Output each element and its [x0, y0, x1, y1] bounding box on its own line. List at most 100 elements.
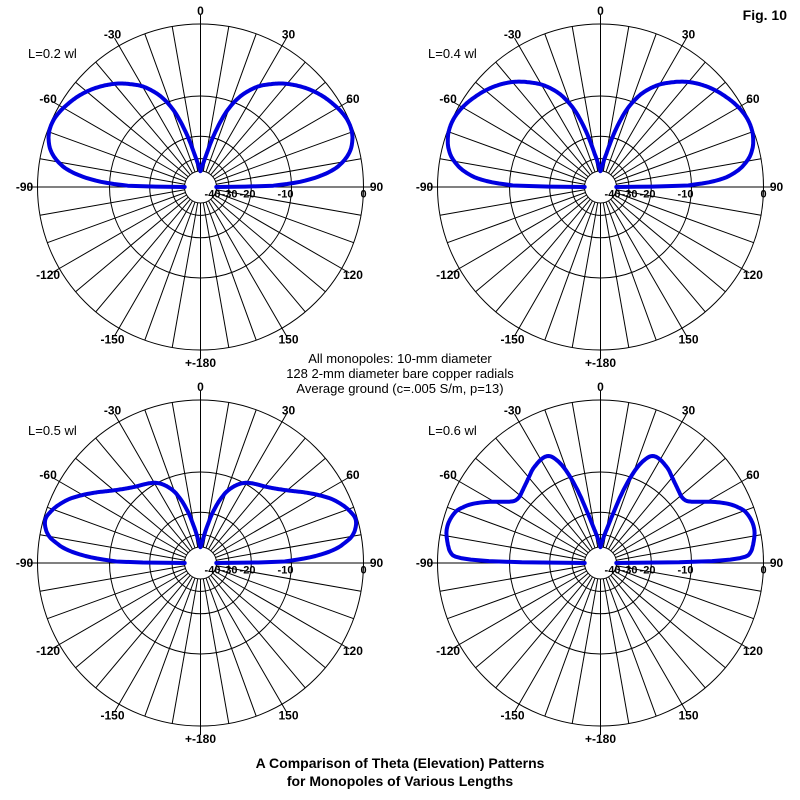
radial-gridline: [215, 192, 354, 244]
polar-plot-3: -40 -30 -20 -10 00306090120150+-180-150-120-…: [416, 380, 784, 746]
radial-gridline: [610, 198, 706, 313]
radial-gridline: [171, 202, 199, 348]
angle-tick-label: -60: [39, 468, 57, 482]
radial-gridline: [114, 576, 193, 713]
radial-gridline: [615, 130, 754, 182]
radial-gridline: [47, 506, 186, 558]
radial-gridline: [205, 409, 257, 549]
radial-gridline: [205, 201, 257, 341]
radial-gridline: [615, 568, 754, 620]
db-tick-label: -30: [222, 189, 238, 201]
radial-gridline: [605, 577, 657, 717]
radial-gridline: [208, 37, 287, 174]
angle-tick-label: -90: [416, 180, 434, 194]
angle-tick-label: -90: [16, 180, 34, 194]
conditions-line-2: 128 2-mm diameter bare copper radials: [286, 366, 514, 382]
radial-gridline: [544, 201, 596, 341]
angle-tick-label: 60: [746, 468, 760, 482]
radial-gridline: [514, 413, 593, 550]
angle-tick-label: -150: [100, 332, 124, 346]
radial-gridline: [39, 534, 185, 561]
radial-gridline: [75, 81, 189, 178]
angle-tick-label: +-180: [585, 732, 616, 746]
radial-gridline: [612, 457, 726, 554]
db-tick-label: -30: [622, 565, 638, 577]
angle-tick-label: 150: [678, 708, 698, 722]
radial-gridline: [208, 576, 287, 713]
radial-gridline: [214, 476, 350, 556]
radial-gridline: [210, 198, 306, 313]
angle-tick-label: 30: [282, 404, 296, 418]
angle-tick-label: 60: [346, 92, 360, 106]
radial-gridline: [616, 189, 762, 216]
radial-gridline: [210, 61, 306, 176]
radial-gridline: [608, 37, 687, 174]
radial-gridline: [614, 570, 750, 650]
radial-gridline: [514, 200, 593, 337]
radial-gridline: [144, 201, 196, 341]
radial-gridline: [447, 506, 586, 558]
angle-tick-label: 0: [597, 4, 604, 18]
radial-gridline: [439, 565, 585, 592]
radial-gridline: [144, 577, 196, 717]
db-tick-label: 0: [360, 189, 366, 201]
radial-gridline: [144, 409, 196, 549]
angle-tick-label: +-180: [185, 732, 216, 746]
plot-title-top-left: L=0.2 wl: [28, 46, 77, 61]
db-tick-label: -40: [205, 565, 221, 577]
radial-gridline: [95, 574, 191, 689]
angle-tick-label: -150: [100, 708, 124, 722]
db-tick-label: -30: [222, 565, 238, 577]
radial-gridline: [610, 437, 706, 552]
radial-gridline: [615, 506, 754, 558]
angle-tick-label: 60: [346, 468, 360, 482]
radial-gridline: [51, 100, 187, 180]
radial-gridline: [214, 194, 350, 274]
radial-gridline: [216, 534, 362, 561]
db-tick-label: -20: [240, 565, 256, 577]
radial-gridline: [475, 196, 589, 293]
radial-gridline: [114, 37, 193, 174]
radial-gridline: [571, 202, 599, 348]
radial-gridline: [439, 534, 585, 561]
radial-gridline: [615, 192, 754, 244]
angle-tick-label: 90: [770, 180, 784, 194]
radial-gridline: [75, 572, 189, 669]
polar-plot-0: -40 -30 -20 -10 00306090120150+-180-150-120-…: [16, 4, 384, 370]
radial-gridline: [202, 202, 230, 348]
radial-gridline: [39, 158, 185, 185]
db-tick-label: -10: [278, 565, 294, 577]
angle-tick-label: 30: [682, 28, 696, 42]
radial-gridline: [95, 61, 191, 176]
radial-gridline: [608, 576, 687, 713]
radial-gridline: [451, 476, 587, 556]
radial-gridline: [214, 570, 350, 650]
angle-tick-label: -90: [16, 556, 34, 570]
angle-tick-label: 0: [197, 4, 204, 18]
angle-tick-label: -120: [36, 644, 60, 658]
plot-title-top-right: L=0.4 wl: [428, 46, 477, 61]
conditions-line-3: Average ground (c=.005 S/m, p=13): [296, 381, 504, 397]
radial-gridline: [616, 565, 762, 592]
angle-tick-label: -90: [416, 556, 434, 570]
pattern-trace: [444, 454, 757, 565]
radial-gridline: [451, 100, 587, 180]
plot-title-bottom-right: L=0.6 wl: [428, 423, 477, 438]
radial-gridline: [605, 201, 657, 341]
angle-tick-label: 120: [343, 644, 363, 658]
figure-number: Fig. 10: [742, 7, 787, 23]
angle-tick-label: -150: [500, 708, 524, 722]
radial-gridline: [495, 198, 591, 313]
radial-gridline: [447, 568, 586, 620]
angle-tick-label: -60: [39, 92, 57, 106]
caption-line-1: A Comparison of Theta (Elevation) Patter…: [255, 755, 545, 771]
pattern-trace: [46, 81, 355, 189]
radial-gridline: [95, 437, 191, 552]
radial-gridline: [602, 202, 630, 348]
radial-gridline: [212, 457, 326, 554]
radial-gridline: [114, 200, 193, 337]
radial-gridline: [75, 196, 189, 293]
angle-tick-label: -30: [504, 404, 522, 418]
angle-tick-label: 30: [682, 404, 696, 418]
